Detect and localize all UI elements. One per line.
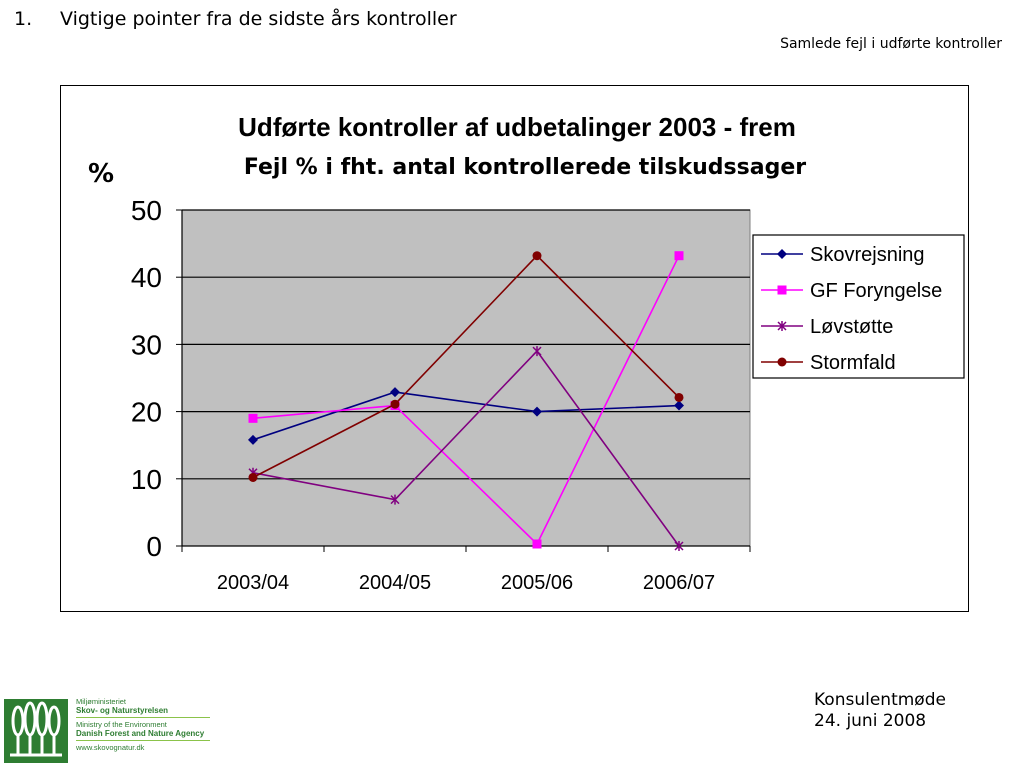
data-point xyxy=(248,434,258,445)
tree-logo-icon xyxy=(4,699,68,763)
data-point xyxy=(390,494,400,505)
series-line xyxy=(252,349,680,547)
logo-text: Miljøministeriet Skov- og Naturstyrelsen… xyxy=(76,697,210,752)
x-tick-label: 2004/05 xyxy=(359,572,431,594)
footer-meeting-date: 24. juni 2008 xyxy=(814,711,927,731)
x-tick-label: 2005/06 xyxy=(501,572,573,594)
footer-meeting: Konsulentmøde 24. juni 2008 xyxy=(814,690,946,732)
data-point xyxy=(390,387,400,398)
plot-area xyxy=(181,209,751,547)
legend-marker xyxy=(777,357,787,367)
data-point xyxy=(532,251,542,261)
agency-logo: Miljøministeriet Skov- og Naturstyrelsen… xyxy=(4,697,224,765)
y-tick-label: 40 xyxy=(131,262,162,293)
series-line xyxy=(252,255,680,546)
data-point xyxy=(390,399,400,409)
data-point xyxy=(532,539,542,549)
logo-url: www.skovognatur.dk xyxy=(76,743,145,752)
logo-divider xyxy=(76,740,210,741)
data-point xyxy=(532,406,542,417)
legend-marker xyxy=(777,321,787,331)
x-tick-label: 2006/07 xyxy=(643,572,715,594)
y-axis-label: % xyxy=(88,159,114,189)
y-tick-label: 50 xyxy=(131,195,162,226)
legend-marker xyxy=(777,249,787,259)
data-point xyxy=(248,413,258,423)
x-tick-label: 2003/04 xyxy=(217,572,289,594)
heading-number: 1. xyxy=(14,8,33,30)
y-tick-label: 30 xyxy=(131,329,162,360)
data-point xyxy=(674,541,684,551)
legend-entry: Løvstøtte xyxy=(810,316,893,338)
y-tick-label: 0 xyxy=(146,531,162,562)
legend-box xyxy=(752,234,965,379)
logo-agency-en: Danish Forest and Nature Agency xyxy=(76,729,205,738)
line-chart: Udførte kontroller af udbetalinger 2003 … xyxy=(88,112,965,594)
legend-entry: GF Foryngelse xyxy=(810,280,942,302)
legend-entry: Skovrejsning xyxy=(810,244,925,266)
slide-heading: 1. Vigtige pointer fra de sidste års kont… xyxy=(14,8,457,30)
data-point xyxy=(674,392,684,402)
logo-divider xyxy=(76,717,210,718)
heading-text: Vigtige pointer fra de sidste års kontro… xyxy=(60,8,457,30)
legend-entry: Stormfald xyxy=(810,352,896,374)
data-point xyxy=(248,472,258,482)
footer-meeting-name: Konsulentmøde xyxy=(814,690,946,710)
logo-agency-dk: Skov- og Naturstyrelsen xyxy=(76,706,169,715)
data-point xyxy=(674,251,684,261)
chart-frame: Udførte kontroller af udbetalinger 2003 … xyxy=(60,85,969,612)
legend-marker xyxy=(777,285,787,295)
logo-ministry-en: Ministry of the Environment xyxy=(76,720,167,729)
data-point xyxy=(674,400,684,411)
chart-title: Udførte kontroller af udbetalinger 2003 … xyxy=(238,112,796,142)
series-line xyxy=(252,391,680,441)
slide-subtitle: Samlede fejl i udførte kontroller xyxy=(780,36,1002,52)
logo-ministry-dk: Miljøministeriet xyxy=(76,697,127,706)
series-line xyxy=(252,254,680,479)
y-tick-label: 10 xyxy=(131,464,162,495)
chart-subtitle: Fejl % i fht. antal kontrollerede tilsku… xyxy=(244,155,806,180)
data-point xyxy=(532,346,542,357)
y-tick-label: 20 xyxy=(131,397,162,428)
